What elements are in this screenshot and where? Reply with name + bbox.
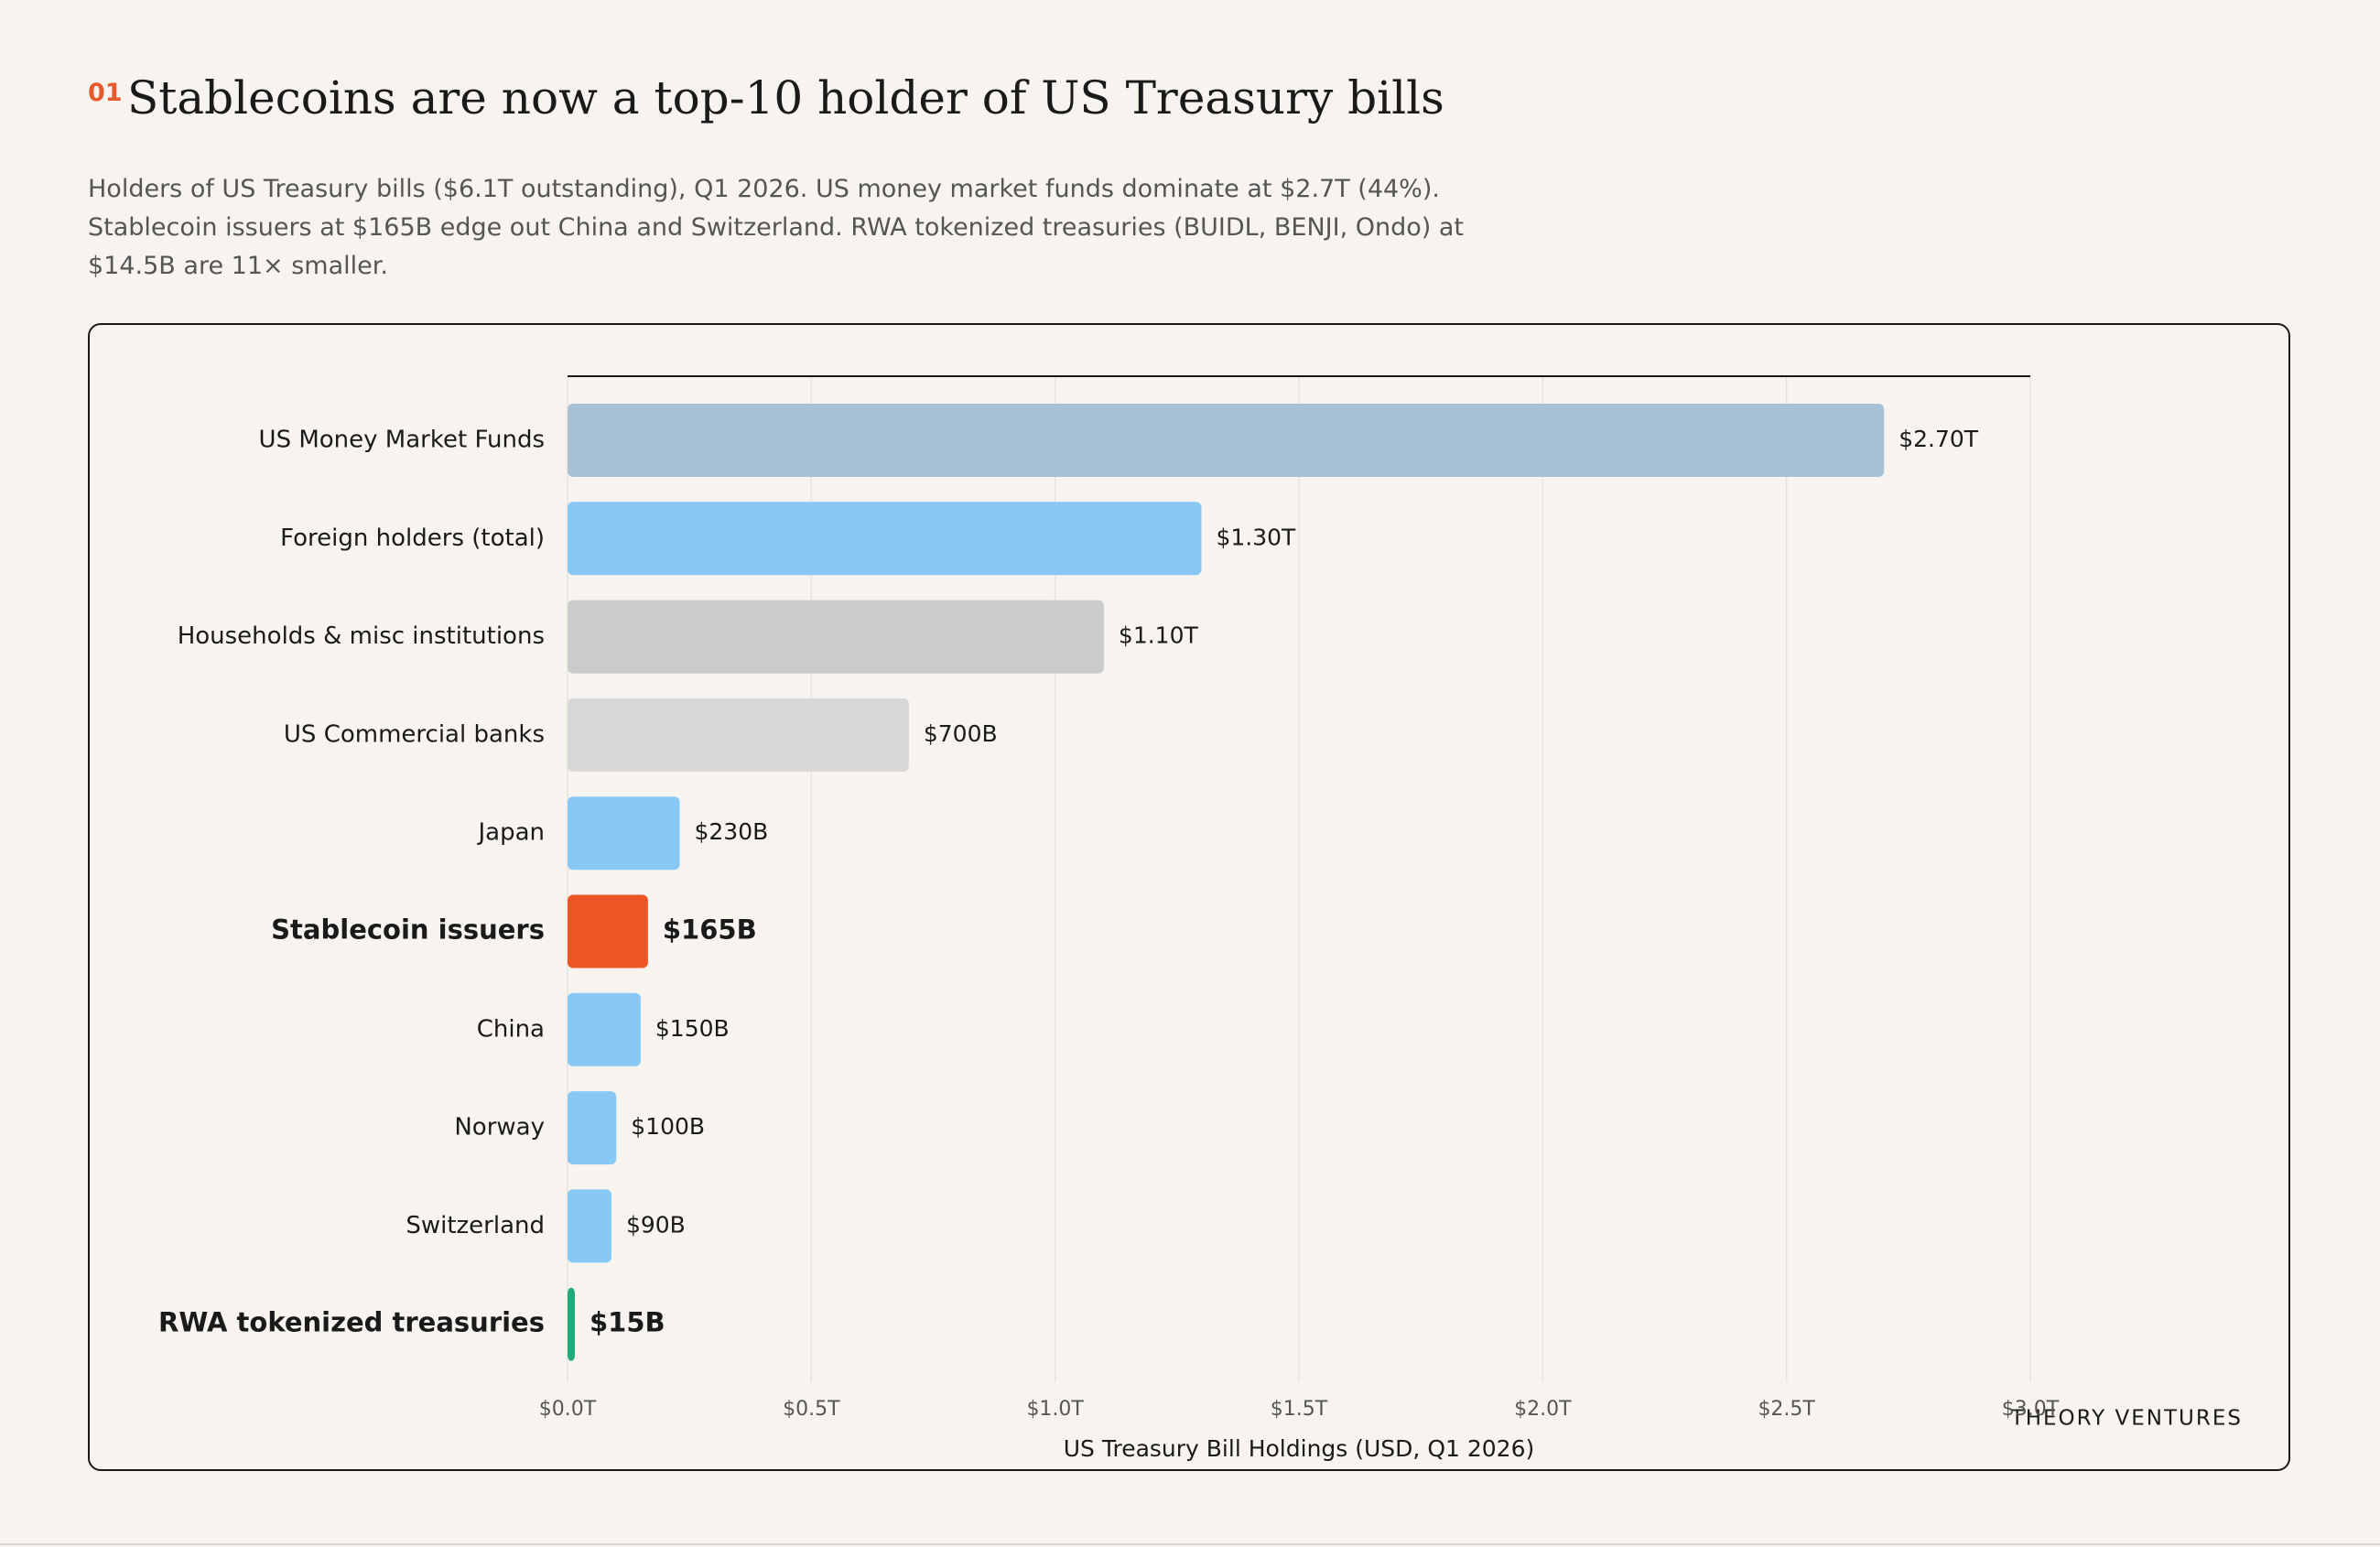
value-label: $15B (590, 1307, 665, 1338)
value-label: $100B (631, 1113, 705, 1140)
value-label: $150B (655, 1015, 730, 1042)
y-tick-label: Households & misc institutions (178, 622, 545, 650)
y-tick-label: US Money Market Funds (259, 427, 545, 454)
value-label: $700B (924, 720, 998, 747)
x-tick-label: $0.0T (539, 1398, 597, 1421)
value-label: $2.70T (1899, 426, 1979, 452)
value-label: $230B (695, 818, 769, 845)
bar (568, 698, 909, 772)
y-tick-label: Switzerland (406, 1212, 545, 1239)
x-tick-label: $2.5T (1758, 1398, 1815, 1421)
source-label: THEORY VENTURES (2010, 1407, 2243, 1431)
chart-subtitle: Holders of US Treasury bills ($6.1T outs… (88, 175, 1465, 280)
y-tick-label: China (477, 1015, 545, 1043)
x-tick-label: $2.0T (1514, 1398, 1572, 1421)
x-tick-label: $0.5T (783, 1398, 840, 1421)
bar (568, 1287, 575, 1361)
chart-title: Stablecoins are now a top-10 holder of U… (127, 71, 1444, 124)
bar (568, 992, 641, 1066)
bar (568, 404, 1885, 477)
y-tick-label: Norway (454, 1114, 545, 1141)
bar (568, 1091, 617, 1165)
y-tick-label: RWA tokenized treasuries (158, 1307, 545, 1338)
bar (568, 502, 1202, 576)
chart-frame (88, 323, 2290, 1471)
bar (568, 796, 680, 871)
x-tick-label: $3.0T (2002, 1398, 2060, 1421)
y-tick-label: US Commercial banks (284, 720, 545, 748)
x-tick-label: $1.5T (1271, 1398, 1328, 1421)
bar (568, 894, 648, 968)
value-label: $1.10T (1119, 622, 1199, 649)
y-tick-label: Stablecoin issuers (271, 914, 545, 946)
bar (568, 600, 1104, 674)
value-label: $90B (626, 1211, 686, 1238)
bar (568, 1189, 611, 1263)
x-axis-label: US Treasury Bill Holdings (USD, Q1 2026) (1064, 1435, 1534, 1462)
chart-number: 01 (88, 79, 123, 107)
value-label: $165B (663, 914, 757, 946)
value-label: $1.30T (1216, 524, 1296, 550)
x-tick-label: $1.0T (1026, 1398, 1084, 1421)
y-tick-label: Foreign holders (total) (280, 525, 545, 552)
y-tick-label: Japan (476, 819, 545, 847)
